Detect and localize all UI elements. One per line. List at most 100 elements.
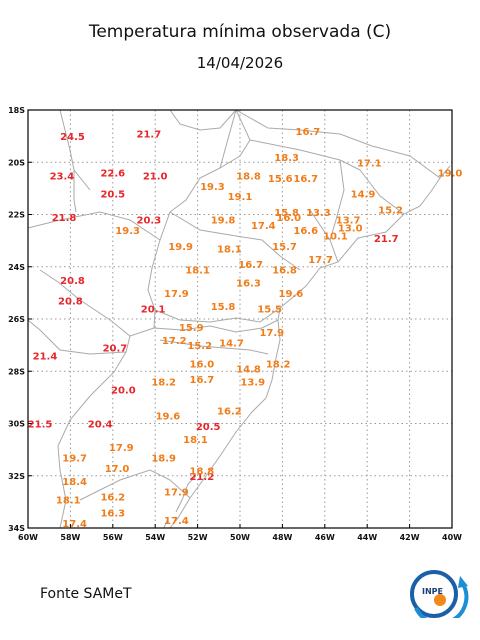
station-value: 18.1 [217,244,242,255]
station-value: 18.1 [56,495,81,506]
station-value: 13.3 [306,208,331,219]
station-value: 15.8 [211,302,236,313]
station-value: 10.1 [323,231,348,242]
axis-tick-labels: 60W 58W 56W 54W 52W 50W 48W 46W 44W 42W 40W 18S 20S 2… [8,106,462,542]
station-value: 16.7 [189,375,214,386]
political-borders [27,109,451,529]
station-value: 14.8 [236,365,261,376]
station-value: 16.7 [295,127,320,138]
station-value: 16.6 [293,226,318,237]
station-value: 16.0 [276,213,301,224]
lon-tick-label: 44W [357,533,377,542]
station-value: 16.2 [100,493,125,504]
station-value: 17.9 [164,289,189,300]
coastline [169,165,451,529]
lon-tick-label: 46W [315,533,335,542]
lon-tick-label: 40W [442,533,462,542]
lon-tick-label: 54W [145,533,165,542]
station-value: 21.0 [143,171,168,182]
station-value: 19.6 [279,289,304,300]
station-values: 24.5 21.723.4 22.6 21.020.521.8 20.319.319.9… [28,127,463,530]
station-value: 17.9 [164,487,189,498]
lat-tick-label: 34S [8,524,25,533]
lon-tick-label: 42W [400,533,420,542]
station-value: 20.5 [196,422,221,433]
station-value: 18.2 [266,359,291,370]
station-value: 20.3 [136,216,161,227]
station-value: 19.1 [228,192,253,203]
lagoon [163,475,197,529]
station-value: 16.2 [217,406,242,417]
lat-tick-label: 26S [8,315,25,324]
station-value: 19.3 [200,182,225,193]
station-value: 24.5 [60,132,85,143]
lon-tick-label: 60W [18,533,38,542]
lon-tick-label: 48W [272,533,292,542]
station-value: 16.3 [236,278,261,289]
station-value: 15.6 [268,174,293,185]
station-value: 20.4 [88,420,113,431]
lon-tick-label: 50W [230,533,250,542]
station-value: 21.4 [33,352,58,363]
station-value: 16.8 [272,265,297,276]
lat-tick-label: 28S [8,367,25,376]
station-value: 17.9 [259,328,284,339]
station-value: 17.0 [105,464,130,475]
station-value: 19.6 [156,412,181,423]
lon-tick-label: 52W [188,533,208,542]
station-value: 14.9 [351,190,376,201]
station-value: 16.0 [189,359,214,370]
station-value: 21.2 [189,472,214,483]
station-value: 14.7 [219,339,244,350]
station-value: 19.3 [115,226,140,237]
station-value: 15.8 [274,208,299,219]
station-value: 19.8 [211,216,236,227]
lat-tick-label: 32S [8,472,25,481]
map-date: 14/04/2026 [196,54,284,72]
station-value: 15.9 [179,323,204,334]
inpe-logo: INPE [410,570,469,618]
lon-tick-label: 58W [60,533,80,542]
station-value: 20.7 [103,344,128,355]
station-value: 17.4 [62,519,87,530]
data-source: Fonte SAMeT [40,586,132,602]
station-value: 15.5 [257,305,282,316]
station-value: 18.1 [185,265,210,276]
station-value: 20.8 [60,276,85,287]
station-value: 17.7 [308,255,333,266]
station-value: 20.0 [111,386,136,397]
station-value: 13.9 [240,378,265,389]
station-value: 18.3 [274,153,299,164]
station-value: 17.1 [357,158,382,169]
station-value: 18.8 [236,171,261,182]
station-value: 18.9 [151,453,176,464]
lat-tick-label: 24S [8,263,25,272]
station-value: 17.2 [162,336,187,347]
station-value: 21.8 [52,213,77,224]
station-value: 18.1 [183,435,208,446]
station-value: 19.0 [438,169,463,180]
station-value: 18.8 [189,467,214,478]
station-value: 16.7 [238,260,263,271]
lat-tick-label: 30S [8,420,25,429]
station-value: 20.1 [141,305,166,316]
station-value: 15.2 [378,205,403,216]
station-value: 23.4 [50,171,75,182]
station-value: 21.5 [28,420,53,431]
station-value: 13.0 [338,224,363,235]
station-value: 21.7 [136,130,161,141]
temperature-map: 60W 58W 56W 54W 52W 50W 48W 46W 44W 42W 40W 18S 20S 2… [8,106,463,542]
station-value: 15.7 [272,242,297,253]
station-value: 18.2 [151,378,176,389]
lon-tick-label: 56W [103,533,123,542]
station-value: 20.8 [58,297,83,308]
station-value: 19.9 [168,242,193,253]
map-title: Temperatura mínima observada (C) [88,22,392,42]
inpe-logo-text: INPE [422,587,443,596]
lat-tick-label: 22S [8,211,25,220]
lat-tick-label: 20S [8,158,25,167]
station-value: 18.4 [62,477,87,488]
station-value: 21.7 [374,234,399,245]
station-value: 17.4 [164,516,189,527]
station-value: 19.7 [62,453,87,464]
